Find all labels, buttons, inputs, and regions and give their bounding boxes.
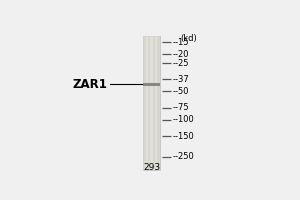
Text: --20: --20 — [172, 50, 189, 59]
Text: --150: --150 — [172, 132, 194, 141]
Text: --37: --37 — [172, 75, 189, 84]
Text: --100: --100 — [172, 115, 194, 124]
Bar — [153, 36, 155, 170]
Text: 293: 293 — [143, 163, 160, 172]
Bar — [143, 83, 160, 86]
Text: (kd): (kd) — [180, 34, 197, 43]
Bar — [143, 36, 146, 170]
Text: --25: --25 — [172, 59, 189, 68]
Text: --15: --15 — [172, 38, 189, 47]
Bar — [155, 36, 157, 170]
Text: --250: --250 — [172, 152, 194, 161]
Bar — [150, 36, 153, 170]
Bar — [148, 36, 150, 170]
Text: --75: --75 — [172, 103, 189, 112]
Bar — [146, 36, 148, 170]
Bar — [143, 36, 160, 170]
Bar — [157, 36, 160, 170]
Text: ZAR1: ZAR1 — [72, 78, 107, 91]
Text: --50: --50 — [172, 87, 189, 96]
